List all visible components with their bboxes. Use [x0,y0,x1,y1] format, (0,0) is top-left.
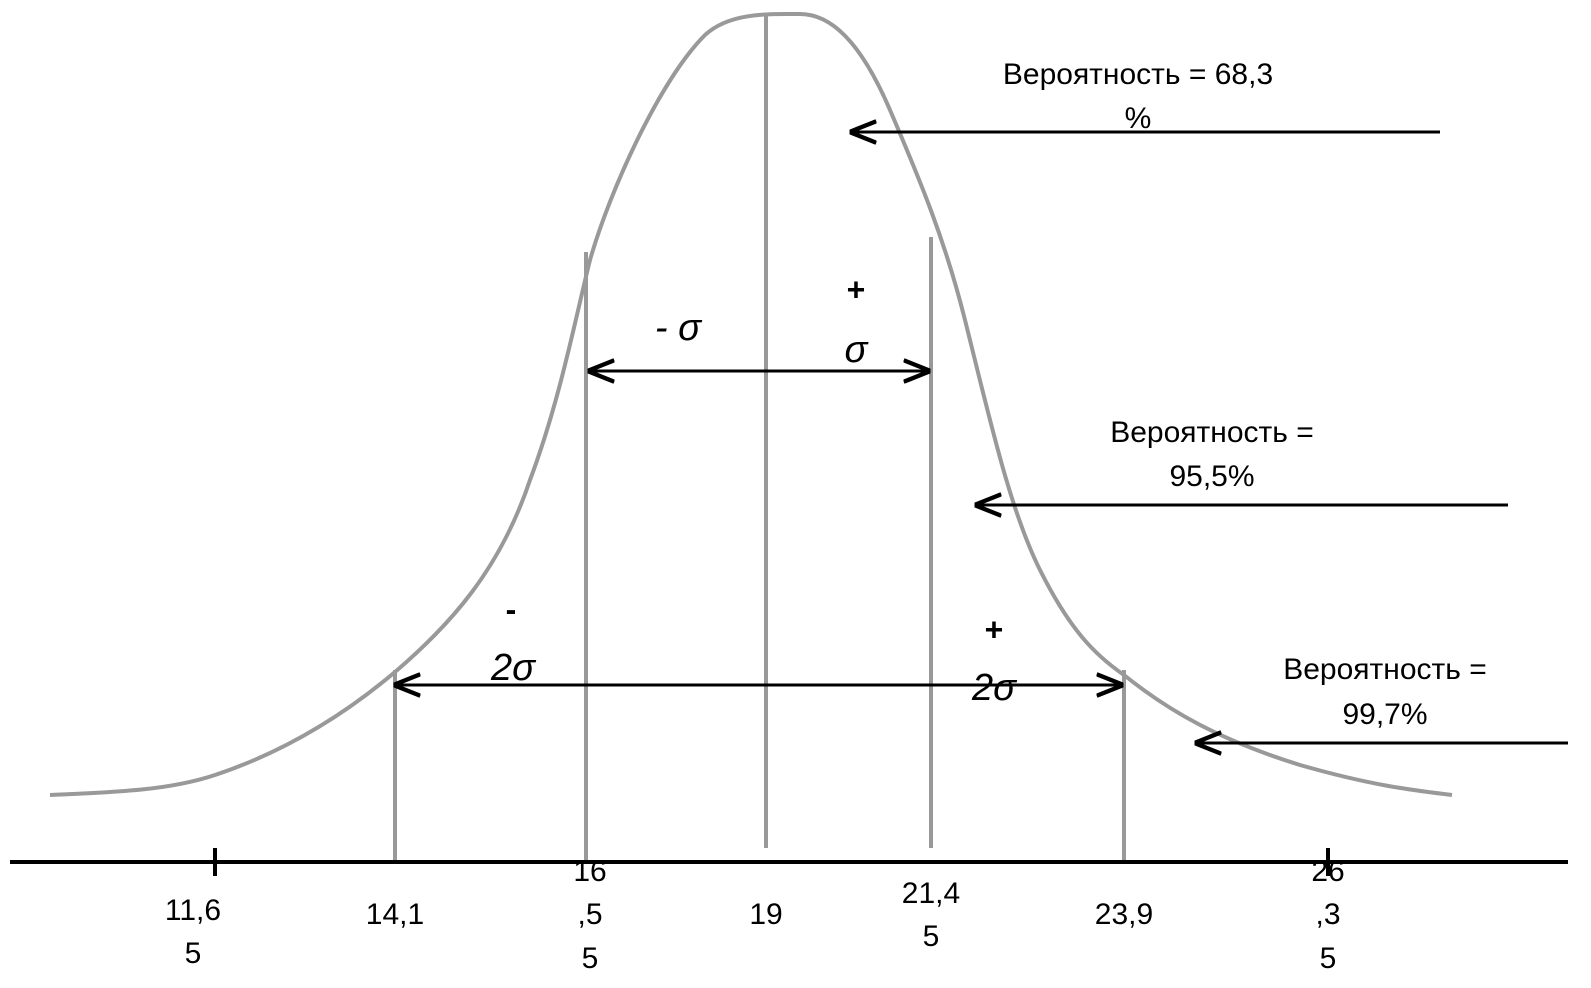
probability-label: 95,5% [1169,460,1254,493]
sigma-label: σ [845,329,870,371]
axis-label: ,3 [1315,898,1340,931]
sigma-label: + [847,271,866,307]
axis-label: 26 [1311,855,1344,888]
axis-label: 11,6 [165,894,221,927]
axis-label: 5 [582,942,599,975]
sigma-label: + [985,611,1004,647]
axis-label: 5 [923,920,940,953]
axis-label: 5 [1320,942,1337,975]
axis-label: 14,1 [366,898,424,931]
probability-label: % [1125,102,1152,135]
sigma-label: 2σ [490,647,537,689]
axis-label: 19 [749,898,782,931]
sigma-label: - [506,591,517,627]
probability-label: Вероятность = [1110,416,1314,449]
axis-label: 16 [573,855,606,888]
sigma-label: - σ [655,307,703,349]
probability-label: 99,7% [1342,698,1427,731]
probability-label: Вероятность = [1283,653,1487,686]
probability-label: Вероятность = 68,3 [1003,58,1273,91]
axis-label: ,5 [577,898,602,931]
axis-label: 5 [185,937,202,970]
axis-label: 23,9 [1095,898,1153,931]
sigma-label: 2σ [971,667,1018,709]
axis-label: 21,4 [902,877,960,910]
